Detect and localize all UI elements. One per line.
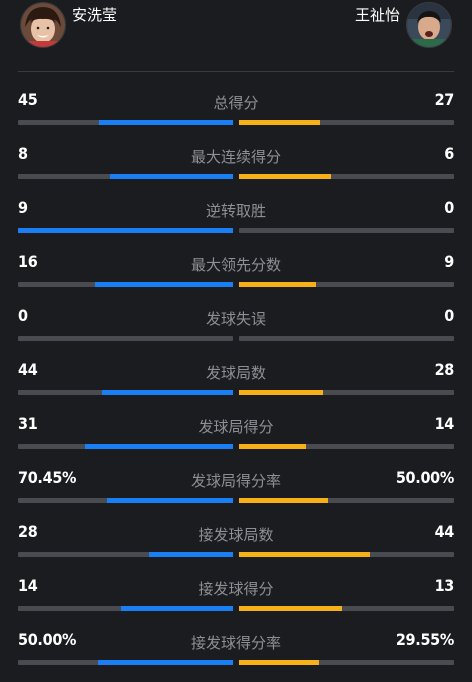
- stat-row: 28 接发球局数 44: [0, 520, 472, 574]
- stat-right-bar-track: [239, 282, 454, 287]
- stat-row: 8 最大连续得分 6: [0, 142, 472, 196]
- stat-left-bar-track: [18, 228, 233, 233]
- stat-right-bar-fill: [239, 174, 332, 179]
- stat-right-bar-track: [239, 498, 454, 503]
- stat-left-bar-fill: [149, 552, 233, 557]
- stat-right-bar-fill: [239, 498, 329, 503]
- stat-label: 发球局数: [205, 364, 266, 382]
- stat-row: 0 发球失误 0: [0, 304, 472, 358]
- stat-right-bar-track: [239, 660, 454, 665]
- stat-row: 50.00% 接发球得分率 29.55%: [0, 628, 472, 682]
- stat-row: 14 接发球得分 13: [0, 574, 472, 628]
- stat-right-bar-track: [239, 552, 454, 557]
- stat-right-value: 29.55%: [395, 630, 454, 649]
- stat-right-bar-fill: [239, 660, 319, 665]
- stat-row: 31 发球局得分 14: [0, 412, 472, 466]
- stat-left-value: 44: [18, 360, 38, 379]
- stat-left-bar-fill: [84, 444, 233, 449]
- player-left-avatar[interactable]: [20, 2, 66, 48]
- stat-label: 接发球局数: [198, 526, 274, 544]
- match-header: 安洗莹 王祉怡: [0, 0, 472, 72]
- player-right-photo-icon: [407, 3, 451, 47]
- stat-right-value: 28: [434, 360, 455, 379]
- stat-right-value: 0: [444, 198, 454, 217]
- stat-label: 接发球得分: [198, 580, 274, 598]
- stat-left-bar-track: [18, 282, 233, 287]
- stat-label: 发球失误: [205, 310, 266, 328]
- stat-right-bar-track: [239, 336, 454, 341]
- stat-row: 9 逆转取胜 0: [0, 196, 472, 250]
- stat-left-bar-track: [18, 174, 233, 179]
- stat-right-bar-fill: [239, 552, 371, 557]
- header-divider: [18, 71, 454, 72]
- stat-left-bar-fill: [98, 120, 233, 125]
- stat-right-bar-track: [239, 606, 454, 611]
- stat-row: 44 发球局数 28: [0, 358, 472, 412]
- stat-left-bar-track: [18, 120, 233, 125]
- stat-right-value: 0: [444, 306, 454, 325]
- stat-left-bar-fill: [18, 228, 233, 233]
- player-left-photo-icon: [21, 3, 65, 47]
- stat-left-bar-track: [18, 498, 233, 503]
- stat-left-bar-track: [18, 606, 233, 611]
- stat-label: 最大连续得分: [190, 148, 281, 166]
- stat-left-bar-track: [18, 660, 233, 665]
- stat-right-bar-track: [239, 120, 454, 125]
- stat-left-bar-track: [18, 552, 233, 557]
- stat-left-bar-track: [18, 444, 233, 449]
- stat-left-value: 28: [18, 522, 38, 541]
- stat-left-value: 0: [18, 306, 28, 325]
- stat-label: 发球局得分: [198, 418, 274, 436]
- player-left-name[interactable]: 安洗莹: [72, 6, 118, 24]
- player-right-name[interactable]: 王祉怡: [354, 6, 400, 24]
- stat-right-bar-fill: [239, 390, 323, 395]
- stat-right-bar-track: [239, 174, 454, 179]
- stat-right-bar-fill: [239, 444, 306, 449]
- stat-left-bar-fill: [95, 282, 233, 287]
- stat-right-bar-track: [239, 228, 454, 233]
- stat-right-value: 50.00%: [395, 468, 454, 487]
- stat-label: 总得分: [213, 94, 259, 112]
- stat-left-bar-fill: [101, 390, 233, 395]
- stat-right-value: 44: [434, 522, 455, 541]
- stat-row: 16 最大领先分数 9: [0, 250, 472, 304]
- stat-left-bar-track: [18, 390, 233, 395]
- stat-right-value: 9: [444, 252, 454, 271]
- stat-right-bar-track: [239, 390, 454, 395]
- stats-list: 45 总得分 27 8 最大连续得分 6 9 逆转取胜 0 16 最大领先分数 9 0 发球失误 0 44 发球…: [0, 88, 472, 682]
- stat-left-bar-fill: [121, 606, 233, 611]
- stat-left-value: 8: [18, 144, 28, 163]
- stat-left-value: 70.45%: [18, 468, 77, 487]
- stat-left-value: 31: [18, 414, 38, 433]
- stat-right-bar-fill: [239, 282, 317, 287]
- player-right-avatar[interactable]: [406, 2, 452, 48]
- stat-right-value: 14: [434, 414, 455, 433]
- stat-label: 发球局得分率: [190, 472, 281, 490]
- stat-right-bar-track: [239, 444, 454, 449]
- stat-left-value: 50.00%: [18, 630, 77, 649]
- stat-left-value: 9: [18, 198, 28, 217]
- stat-left-bar-track: [18, 336, 233, 341]
- stat-left-value: 16: [18, 252, 38, 271]
- stat-label: 接发球得分率: [190, 634, 281, 652]
- stat-left-bar-fill: [97, 660, 233, 665]
- stat-left-value: 14: [18, 576, 38, 595]
- stat-right-value: 6: [444, 144, 454, 163]
- stat-right-bar-fill: [239, 606, 343, 611]
- stat-left-value: 45: [18, 90, 38, 109]
- stat-right-value: 13: [434, 576, 455, 595]
- stat-label: 逆转取胜: [205, 202, 266, 220]
- stat-label: 最大领先分数: [190, 256, 281, 274]
- stat-right-bar-fill: [239, 120, 320, 125]
- stat-row: 70.45% 发球局得分率 50.00%: [0, 466, 472, 520]
- stat-left-bar-fill: [107, 498, 233, 503]
- stat-right-value: 27: [434, 90, 455, 109]
- stat-row: 45 总得分 27: [0, 88, 472, 142]
- stat-left-bar-fill: [110, 174, 233, 179]
